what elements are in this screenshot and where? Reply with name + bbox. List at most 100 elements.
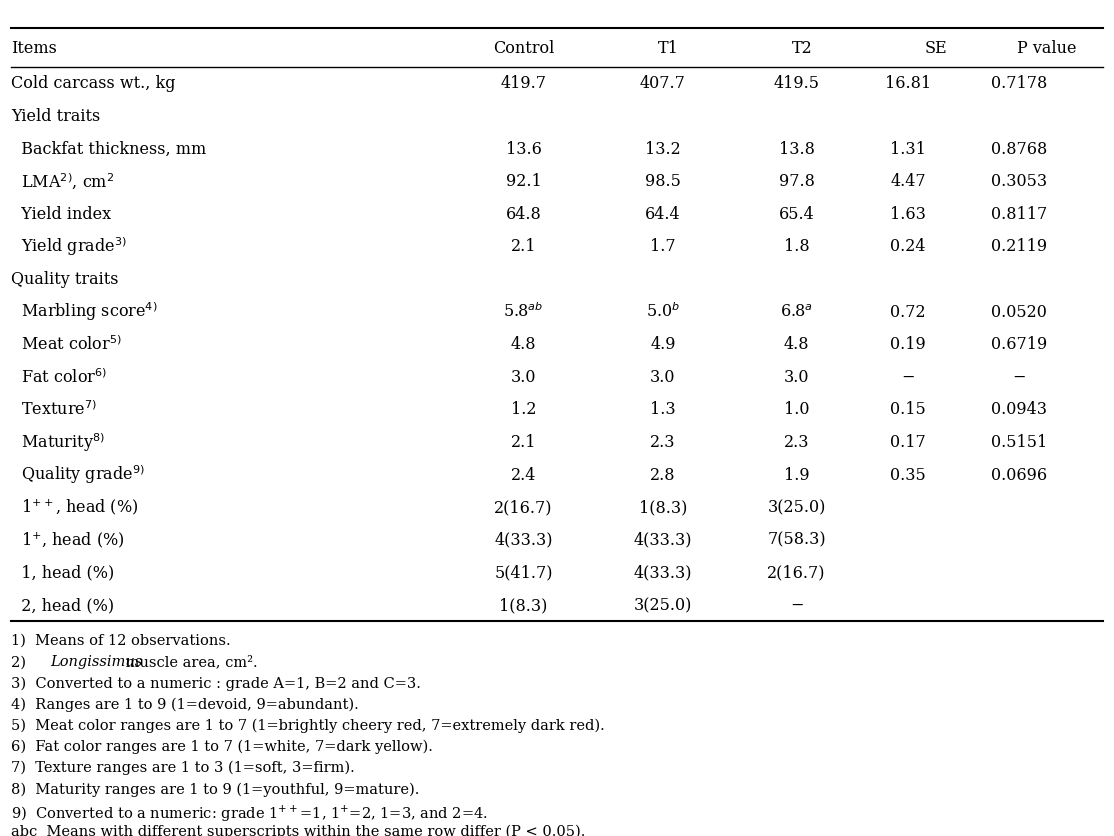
Text: 7)  Texture ranges are 1 to 3 (1=soft, 3=firm).: 7) Texture ranges are 1 to 3 (1=soft, 3=… (11, 760, 355, 775)
Text: 3(25.0): 3(25.0) (634, 596, 692, 614)
Text: 4)  Ranges are 1 to 9 (1=devoid, 9=abundant).: 4) Ranges are 1 to 9 (1=devoid, 9=abunda… (11, 696, 359, 711)
Text: −: − (1013, 369, 1026, 385)
Text: 0.5151: 0.5151 (991, 433, 1047, 451)
Text: Quality traits: Quality traits (11, 271, 118, 288)
Text: T1: T1 (658, 39, 678, 57)
Text: 3)  Converted to a numeric : grade A=1, B=2 and C=3.: 3) Converted to a numeric : grade A=1, B… (11, 675, 421, 690)
Text: 5.8$^{ab}$: 5.8$^{ab}$ (504, 303, 544, 321)
Text: 0.3053: 0.3053 (991, 173, 1047, 190)
Text: 419.5: 419.5 (773, 75, 820, 92)
Text: 0.2119: 0.2119 (991, 238, 1047, 255)
Text: Texture$^{7)}$: Texture$^{7)}$ (11, 400, 97, 419)
Text: 1$^{++}$, head (%): 1$^{++}$, head (%) (11, 497, 138, 517)
Text: 0.35: 0.35 (890, 466, 926, 483)
Text: 419.7: 419.7 (500, 75, 547, 92)
Text: 3.0: 3.0 (784, 369, 809, 385)
Text: 4.9: 4.9 (651, 336, 675, 353)
Text: −: − (901, 369, 915, 385)
Text: 2, head (%): 2, head (%) (11, 596, 115, 614)
Text: 4.8: 4.8 (511, 336, 536, 353)
Text: 1)  Means of 12 observations.: 1) Means of 12 observations. (11, 633, 231, 647)
Text: SE: SE (925, 39, 947, 57)
Text: 4.8: 4.8 (784, 336, 809, 353)
Text: 5)  Meat color ranges are 1 to 7 (1=brightly cheery red, 7=extremely dark red).: 5) Meat color ranges are 1 to 7 (1=brigh… (11, 718, 605, 732)
Text: 407.7: 407.7 (639, 75, 686, 92)
Text: 0.8768: 0.8768 (991, 140, 1047, 157)
Text: 4(33.3): 4(33.3) (634, 563, 692, 581)
Text: 3.0: 3.0 (651, 369, 675, 385)
Text: −: − (790, 596, 803, 614)
Text: 1.3: 1.3 (649, 401, 676, 418)
Text: 6.8$^{a}$: 6.8$^{a}$ (780, 303, 813, 320)
Text: 4(33.3): 4(33.3) (634, 531, 692, 548)
Text: 97.8: 97.8 (779, 173, 814, 190)
Text: 0.15: 0.15 (890, 401, 926, 418)
Text: 65.4: 65.4 (779, 206, 814, 222)
Text: 1.2: 1.2 (511, 401, 536, 418)
Text: 0.19: 0.19 (890, 336, 926, 353)
Text: 0.7178: 0.7178 (991, 75, 1047, 92)
Text: 2): 2) (11, 655, 36, 668)
Text: 1.9: 1.9 (783, 466, 810, 483)
Text: 2.8: 2.8 (651, 466, 675, 483)
Text: Yield index: Yield index (11, 206, 111, 222)
Text: 0.0696: 0.0696 (991, 466, 1047, 483)
Text: 6)  Fat color ranges are 1 to 7 (1=white, 7=dark yellow).: 6) Fat color ranges are 1 to 7 (1=white,… (11, 739, 433, 753)
Text: 16.81: 16.81 (885, 75, 931, 92)
Text: 0.72: 0.72 (890, 303, 926, 320)
Text: Backfat thickness, mm: Backfat thickness, mm (11, 140, 206, 157)
Text: T2: T2 (792, 39, 812, 57)
Text: 1.63: 1.63 (890, 206, 926, 222)
Text: 5(41.7): 5(41.7) (495, 563, 553, 581)
Text: 2.4: 2.4 (511, 466, 536, 483)
Text: 1.0: 1.0 (784, 401, 809, 418)
Text: 13.8: 13.8 (779, 140, 814, 157)
Text: muscle area, cm².: muscle area, cm². (121, 655, 257, 668)
Text: 2.3: 2.3 (651, 433, 675, 451)
Text: Yield grade$^{3)}$: Yield grade$^{3)}$ (11, 235, 127, 258)
Text: Control: Control (492, 39, 555, 57)
Text: abc  Means with different superscripts within the same row differ (P < 0.05).: abc Means with different superscripts wi… (11, 823, 586, 836)
Text: 1(8.3): 1(8.3) (499, 596, 548, 614)
Text: 64.8: 64.8 (506, 206, 541, 222)
Text: 1.7: 1.7 (649, 238, 676, 255)
Text: Longissimus: Longissimus (50, 655, 143, 668)
Text: 2(16.7): 2(16.7) (768, 563, 825, 581)
Text: 1, head (%): 1, head (%) (11, 563, 115, 581)
Text: 0.0943: 0.0943 (991, 401, 1047, 418)
Text: 2.1: 2.1 (511, 238, 536, 255)
Text: 0.24: 0.24 (890, 238, 926, 255)
Text: 2(16.7): 2(16.7) (495, 498, 553, 516)
Text: 3.0: 3.0 (511, 369, 536, 385)
Text: 0.6719: 0.6719 (991, 336, 1047, 353)
Text: 1(8.3): 1(8.3) (638, 498, 687, 516)
Text: 7(58.3): 7(58.3) (768, 531, 825, 548)
Text: Fat color$^{6)}$: Fat color$^{6)}$ (11, 368, 107, 386)
Text: 13.2: 13.2 (645, 140, 681, 157)
Text: 1$^{+}$, head (%): 1$^{+}$, head (%) (11, 530, 125, 549)
Text: P value: P value (1017, 39, 1077, 57)
Text: 2.3: 2.3 (784, 433, 809, 451)
Text: Maturity$^{8)}$: Maturity$^{8)}$ (11, 431, 105, 453)
Text: 9)  Converted to a numeric: grade 1$^{++}$=1, 1$^{+}$=2, 1=3, and 2=4.: 9) Converted to a numeric: grade 1$^{++}… (11, 803, 488, 823)
Text: 1.8: 1.8 (783, 238, 810, 255)
Text: 0.0520: 0.0520 (991, 303, 1047, 320)
Text: 0.8117: 0.8117 (991, 206, 1047, 222)
Text: 3(25.0): 3(25.0) (768, 498, 825, 516)
Text: Items: Items (11, 39, 57, 57)
Text: 2.1: 2.1 (511, 433, 536, 451)
Text: LMA$^{2)}$, cm$^{2}$: LMA$^{2)}$, cm$^{2}$ (11, 171, 115, 191)
Text: 92.1: 92.1 (506, 173, 541, 190)
Text: Yield traits: Yield traits (11, 108, 100, 125)
Text: Marbling score$^{4)}$: Marbling score$^{4)}$ (11, 300, 158, 323)
Text: 98.5: 98.5 (645, 173, 681, 190)
Text: 1.31: 1.31 (890, 140, 926, 157)
Text: 4.47: 4.47 (890, 173, 926, 190)
Text: Meat color$^{5)}$: Meat color$^{5)}$ (11, 335, 121, 354)
Text: 5.0$^{b}$: 5.0$^{b}$ (646, 303, 680, 321)
Text: Quality grade$^{9)}$: Quality grade$^{9)}$ (11, 463, 145, 486)
Text: 64.4: 64.4 (645, 206, 681, 222)
Text: 4(33.3): 4(33.3) (495, 531, 553, 548)
Text: Cold carcass wt., kg: Cold carcass wt., kg (11, 75, 176, 92)
Text: 13.6: 13.6 (506, 140, 541, 157)
